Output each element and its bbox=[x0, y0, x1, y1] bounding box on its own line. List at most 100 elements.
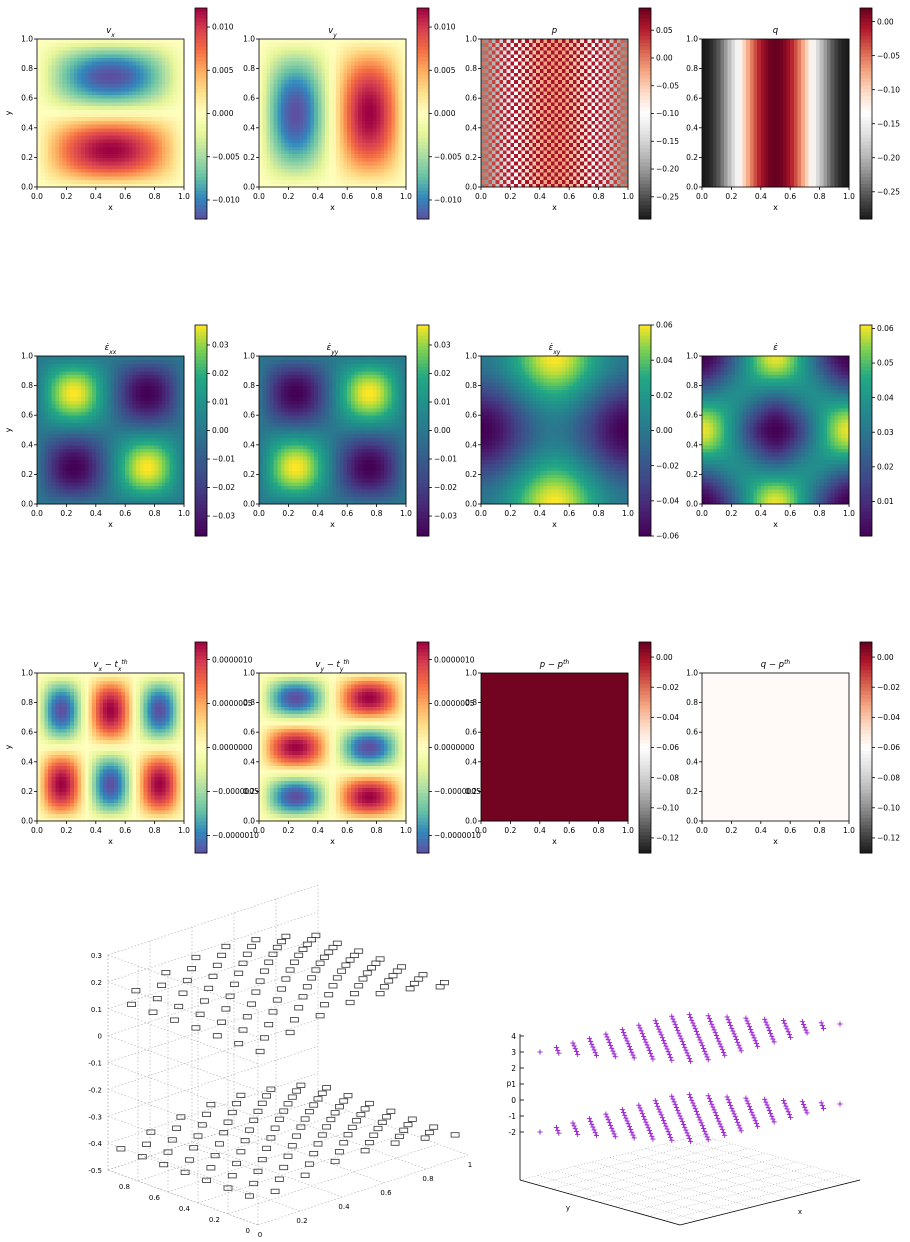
heatmap-cell bbox=[169, 109, 173, 113]
heatmap-cell bbox=[336, 120, 340, 124]
heatmap-cell bbox=[358, 124, 362, 128]
heatmap-cell bbox=[391, 76, 395, 80]
heatmap-cell bbox=[369, 87, 373, 91]
heatmap-cell bbox=[277, 102, 281, 106]
heatmap-cell bbox=[602, 113, 606, 117]
heatmap-cell bbox=[573, 87, 577, 91]
heatmap-cell bbox=[55, 113, 59, 117]
heatmap-cell bbox=[41, 172, 45, 176]
heatmap-cell bbox=[606, 154, 610, 158]
heatmap-cell bbox=[521, 43, 525, 47]
heatmap-cell bbox=[325, 113, 329, 117]
heatmap-cell bbox=[377, 169, 381, 173]
colorbar-swatch bbox=[195, 43, 207, 47]
heatmap-cell bbox=[303, 172, 307, 176]
heatmap-cell bbox=[525, 54, 529, 58]
colorbar-swatch bbox=[417, 180, 429, 184]
heatmap-cell bbox=[70, 113, 74, 117]
heatmap-cell bbox=[613, 61, 617, 65]
heatmap-cell bbox=[395, 128, 399, 132]
heatmap-cell bbox=[99, 106, 103, 110]
colorbar-tick-label: −0.010 bbox=[212, 196, 240, 205]
heatmap-cell bbox=[336, 83, 340, 87]
heatmap-cell bbox=[521, 80, 525, 84]
heatmap-cell bbox=[488, 72, 492, 76]
heatmap-cell bbox=[399, 165, 403, 169]
heatmap-cell bbox=[122, 157, 126, 161]
heatmap-cell bbox=[85, 61, 89, 65]
heatmap-cell bbox=[140, 128, 144, 132]
heatmap-cell bbox=[344, 157, 348, 161]
heatmap-cell bbox=[580, 180, 584, 184]
heatmap-cell bbox=[580, 91, 584, 95]
heatmap-cell bbox=[347, 128, 351, 132]
heatmap-cell bbox=[285, 102, 289, 106]
heatmap-cell bbox=[77, 128, 81, 132]
heatmap-cell bbox=[118, 132, 122, 136]
heatmap-cell bbox=[303, 102, 307, 106]
heatmap-cell bbox=[325, 176, 329, 180]
heatmap-cell bbox=[340, 143, 344, 147]
heatmap-cell bbox=[55, 95, 59, 99]
heatmap-cell bbox=[395, 161, 399, 165]
colorbar-swatch bbox=[417, 106, 429, 110]
heatmap-cell bbox=[617, 83, 621, 87]
heatmap-cell bbox=[485, 176, 489, 180]
heatmap-cell bbox=[318, 69, 322, 73]
heatmap-cell bbox=[66, 157, 70, 161]
heatmap-cell bbox=[140, 169, 144, 173]
heatmap-cell bbox=[481, 46, 485, 50]
heatmap-cell bbox=[366, 83, 370, 87]
heatmap-cell bbox=[613, 143, 617, 147]
heatmap-cell bbox=[373, 80, 377, 84]
heatmap-cell bbox=[599, 54, 603, 58]
heatmap-cell bbox=[488, 157, 492, 161]
heatmap-cell bbox=[492, 132, 496, 136]
heatmap-cell bbox=[507, 69, 511, 73]
heatmap-cell bbox=[96, 165, 100, 169]
heatmap-cell bbox=[621, 91, 625, 95]
heatmap-cell bbox=[384, 124, 388, 128]
heatmap-cell bbox=[52, 157, 56, 161]
heatmap-cell bbox=[617, 95, 621, 99]
heatmap-cell bbox=[59, 102, 63, 106]
heatmap-cell bbox=[562, 72, 566, 76]
heatmap-cell bbox=[325, 95, 329, 99]
heatmap-cell bbox=[351, 143, 355, 147]
heatmap-cell bbox=[532, 109, 536, 113]
heatmap-cell bbox=[155, 172, 159, 176]
heatmap-cell bbox=[288, 124, 292, 128]
heatmap-cell bbox=[166, 39, 170, 43]
heatmap-cell bbox=[373, 87, 377, 91]
heatmap-cell bbox=[606, 54, 610, 58]
heatmap-cell bbox=[122, 106, 126, 110]
heatmap-cell bbox=[340, 39, 344, 43]
heatmap-cell bbox=[555, 61, 559, 65]
heatmap-cell bbox=[147, 102, 151, 106]
heatmap-cell bbox=[391, 176, 395, 180]
heatmap-cell bbox=[70, 143, 74, 147]
heatmap-cell bbox=[555, 46, 559, 50]
heatmap-cell bbox=[277, 157, 281, 161]
heatmap-cell bbox=[536, 50, 540, 54]
heatmap-cell bbox=[329, 117, 333, 121]
heatmap-cell bbox=[521, 102, 525, 106]
heatmap-cell bbox=[169, 95, 173, 99]
heatmap-cell bbox=[85, 146, 89, 150]
y-axis-label: y bbox=[4, 110, 13, 115]
heatmap-cell bbox=[85, 39, 89, 43]
heatmap-cell bbox=[336, 172, 340, 176]
heatmap-cell bbox=[481, 102, 485, 106]
heatmap-cell bbox=[610, 150, 614, 154]
heatmap-cell bbox=[547, 80, 551, 84]
heatmap-cell bbox=[296, 150, 300, 154]
heatmap-cell bbox=[481, 58, 485, 62]
heatmap-cell bbox=[566, 91, 570, 95]
heatmap-cell bbox=[551, 98, 555, 102]
heatmap-cell bbox=[158, 76, 162, 80]
heatmap-cell bbox=[551, 161, 555, 165]
heatmap-cell bbox=[577, 120, 581, 124]
heatmap-cell bbox=[92, 150, 96, 154]
heatmap-cell bbox=[177, 165, 181, 169]
